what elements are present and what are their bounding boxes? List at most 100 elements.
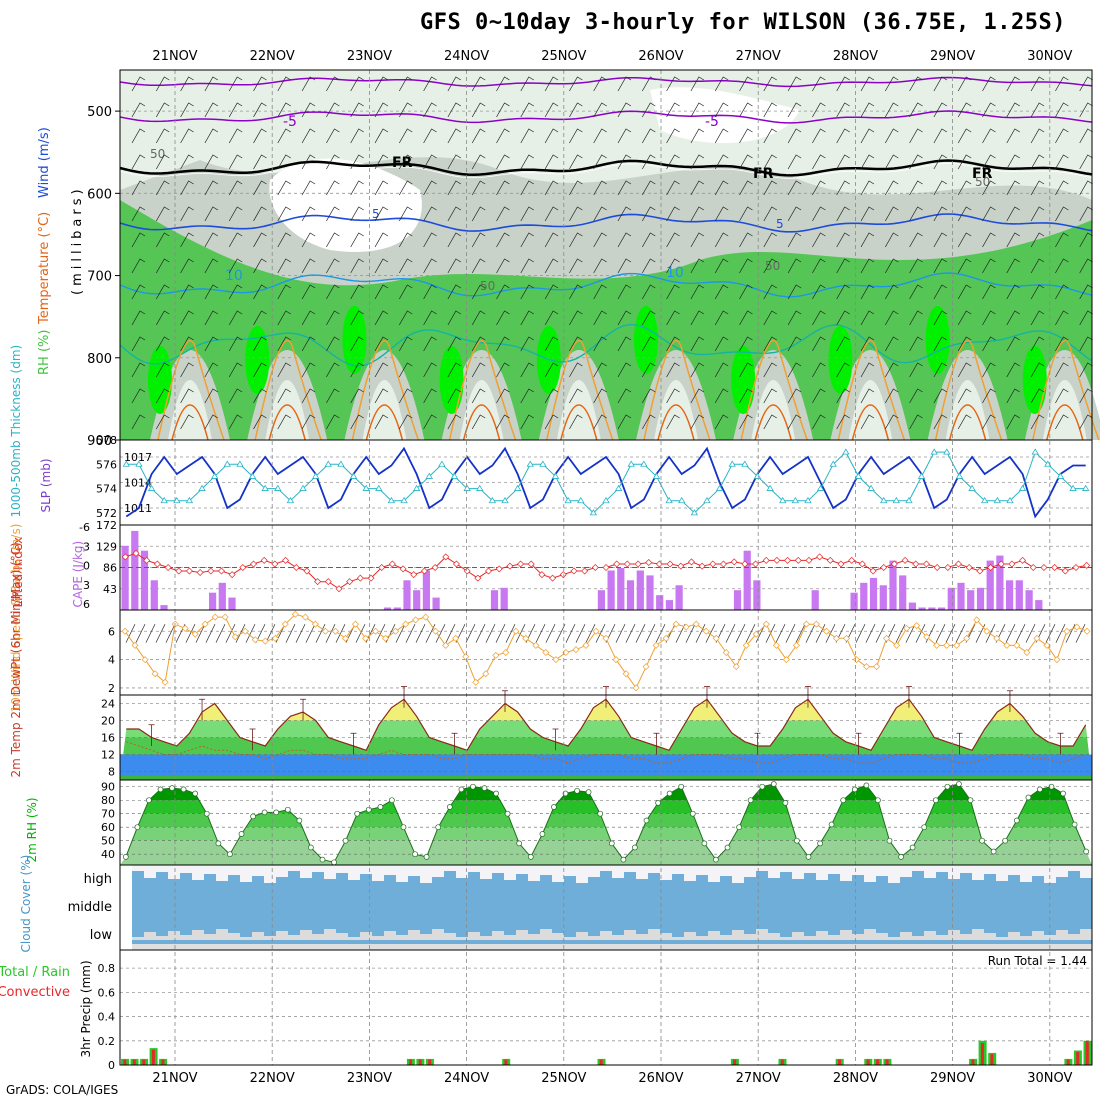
cloud-low-block bbox=[156, 936, 168, 940]
wind-barb bbox=[301, 102, 316, 118]
precip-rain-bar bbox=[418, 1059, 422, 1065]
wind-barb bbox=[180, 258, 194, 274]
li-point bbox=[933, 564, 941, 571]
wind-barb bbox=[795, 624, 806, 643]
thickness-point bbox=[829, 460, 837, 467]
cloud-high-gap bbox=[780, 865, 792, 872]
wind-barb bbox=[180, 102, 194, 118]
wind-barb bbox=[277, 284, 291, 300]
li-point bbox=[175, 567, 183, 575]
cape-bar bbox=[753, 580, 761, 610]
wind-speed-point bbox=[592, 627, 600, 635]
cloud-low-block bbox=[216, 929, 228, 940]
y-tick-label: 43 bbox=[103, 583, 117, 596]
wind-barb bbox=[787, 128, 802, 144]
thickness-point bbox=[412, 484, 421, 491]
wind-barb bbox=[739, 154, 753, 170]
li-point bbox=[794, 556, 802, 564]
wind-barb bbox=[957, 206, 972, 222]
wind-barb bbox=[909, 128, 923, 144]
wind-barb bbox=[1079, 76, 1093, 92]
cloud-low-block bbox=[792, 932, 804, 940]
wind-barb bbox=[471, 154, 486, 170]
rh-diurnal-core bbox=[265, 380, 310, 440]
y-tick-label: 172 bbox=[96, 519, 117, 532]
rh-point bbox=[967, 797, 974, 804]
wind-barb bbox=[617, 258, 632, 274]
wind-barb bbox=[301, 206, 316, 222]
li-point bbox=[762, 556, 770, 564]
thickness-point bbox=[564, 496, 572, 504]
wind-barb bbox=[1079, 310, 1093, 326]
li-point bbox=[570, 567, 578, 575]
rh-point bbox=[851, 786, 858, 793]
wind-barb bbox=[641, 258, 656, 274]
wind-barb bbox=[205, 624, 216, 643]
wind-barb bbox=[155, 206, 170, 222]
wind-barb bbox=[301, 154, 316, 170]
wind-barb bbox=[569, 284, 583, 300]
wind-barb bbox=[374, 206, 389, 222]
wind-barb bbox=[569, 336, 583, 352]
thickness-point bbox=[513, 484, 522, 491]
cape-bar bbox=[597, 590, 605, 610]
contour-label: 50 bbox=[150, 147, 165, 161]
wind-barb bbox=[398, 310, 413, 326]
contour-line-20c bbox=[254, 339, 322, 441]
wind-barb bbox=[228, 284, 243, 300]
rh-point bbox=[458, 786, 465, 793]
thickness-point bbox=[463, 484, 471, 491]
rh-point bbox=[423, 854, 430, 860]
wind-barb bbox=[575, 624, 586, 643]
cloud-low-block bbox=[816, 931, 828, 940]
li-point bbox=[1019, 556, 1027, 564]
cloud-low-block bbox=[384, 931, 396, 940]
wind-barb bbox=[705, 624, 716, 643]
wind-barb bbox=[895, 624, 906, 643]
cloud-high-gap bbox=[312, 865, 324, 872]
wind-barb bbox=[253, 128, 267, 144]
cloud-row-label: low bbox=[90, 928, 113, 943]
contour-label: 5 bbox=[776, 217, 784, 231]
wind-barb bbox=[569, 258, 583, 274]
wind-barb bbox=[204, 232, 219, 248]
wind-barb bbox=[860, 258, 875, 274]
cloud-low-block bbox=[588, 936, 600, 940]
axis-label: SLP (mb) bbox=[39, 458, 53, 512]
wind-barb bbox=[544, 154, 559, 170]
wind-barb bbox=[180, 206, 194, 222]
cape-bar bbox=[607, 570, 615, 610]
wind-barb bbox=[982, 336, 996, 352]
wind-barb bbox=[957, 362, 972, 378]
wind-barb bbox=[909, 310, 923, 326]
wind-speed-point bbox=[311, 620, 319, 628]
wind-barb bbox=[301, 336, 316, 352]
wind-barb bbox=[505, 624, 516, 643]
wind-speed-point bbox=[923, 633, 931, 641]
cape-bar bbox=[403, 580, 411, 610]
wind-barb bbox=[787, 258, 802, 274]
wind-barb bbox=[301, 128, 316, 144]
wind-speed-point bbox=[983, 627, 991, 635]
thickness-point bbox=[703, 496, 711, 504]
rh-band bbox=[120, 840, 1092, 865]
wind-barb bbox=[253, 180, 267, 196]
wind-barb bbox=[739, 128, 753, 144]
wind-barb bbox=[423, 336, 437, 352]
cloud-high-gap bbox=[912, 865, 924, 871]
wind-barb bbox=[228, 154, 243, 170]
contour-line-20c bbox=[448, 339, 517, 441]
cloud-high-gap bbox=[1020, 865, 1032, 882]
wind-barb bbox=[593, 258, 607, 274]
li-point bbox=[442, 553, 450, 561]
wind-barb bbox=[1030, 232, 1045, 248]
wind-speed-point bbox=[762, 620, 770, 628]
wind-barb bbox=[1055, 336, 1069, 352]
wind-barb bbox=[1055, 232, 1069, 248]
thickness-point bbox=[678, 496, 686, 504]
wind-barb bbox=[398, 102, 413, 118]
cloud-high-gap bbox=[468, 865, 480, 872]
wind-barb bbox=[471, 102, 486, 118]
wind-barb bbox=[763, 232, 777, 248]
axis-label: Wind (m/s) bbox=[37, 127, 52, 198]
